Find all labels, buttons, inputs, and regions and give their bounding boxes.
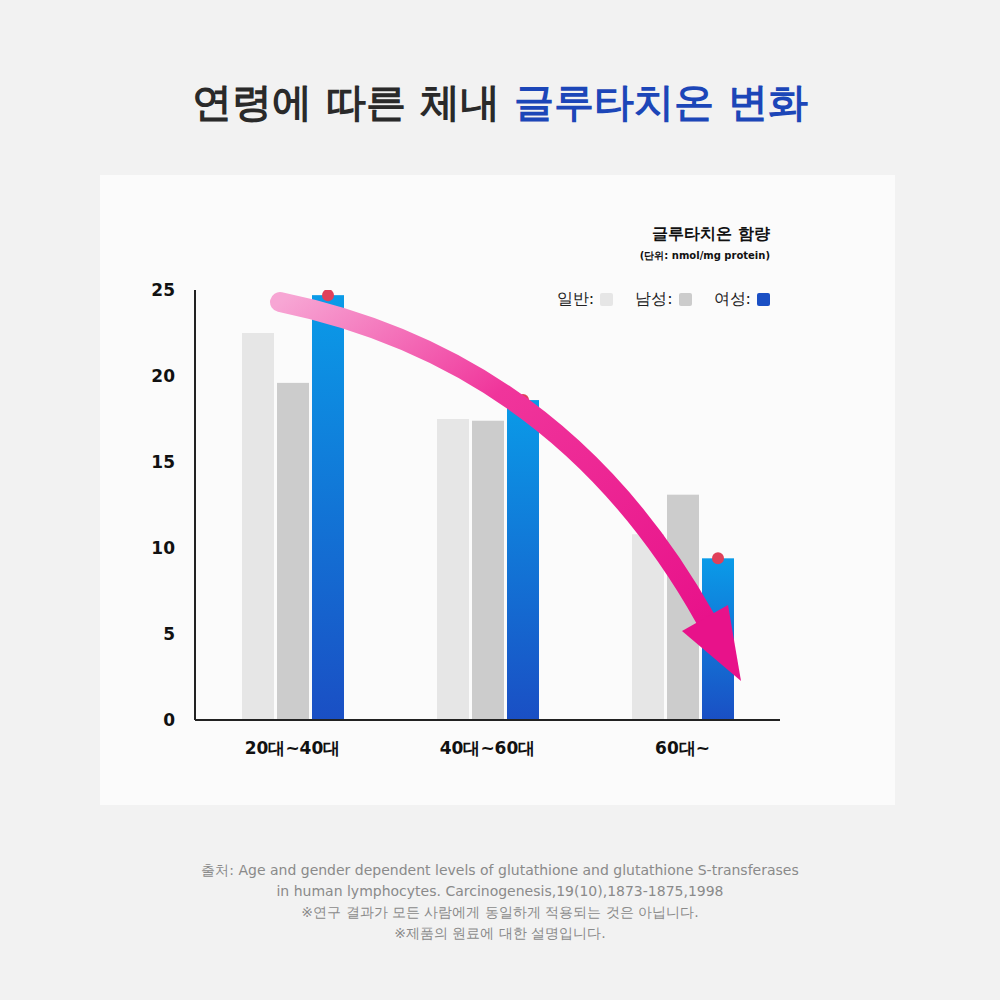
svg-text:60대~: 60대~ [655, 738, 710, 758]
html-text:※제품의 원료에 대한 설명입니다.: ※제품의 원료에 대한 설명입니다. [394, 925, 606, 941]
html-text:남성:: 남성: [635, 289, 673, 308]
html-text:※연구 결과가 모든 사람에게 동일하게 적용되는 것은 아: ※연구 결과가 모든 사람에게 동일하게 적용되는 것은 아닙니다. [301, 904, 699, 920]
svg-text:20대~40대: 20대~40대 [245, 738, 341, 758]
svg-text:40대~60대: 40대~60대 [440, 738, 536, 758]
html-text:출처: Age and gender dependent l: 출처: Age and gender dependent levels of g… [201, 862, 799, 899]
html-text:(단위: nmol/mg protein): (단위: nmol/mg protein) [639, 250, 770, 261]
svg-text:10: 10 [151, 538, 175, 558]
svg-text:15: 15 [151, 452, 175, 472]
html-text:여성:: 여성: [713, 289, 751, 308]
html-text:글루타치온 함량: 글루타치온 함량 [652, 224, 770, 243]
svg-text:5: 5 [163, 624, 175, 644]
html-text:연령에 따른 체내 글루타치온 변화: 연령에 따른 체내 글루타치온 변화 [192, 79, 808, 125]
html-text:일반:: 일반: [556, 289, 595, 308]
svg-text:25: 25 [151, 280, 175, 300]
svg-text:0: 0 [163, 710, 175, 730]
svg-text:20: 20 [151, 366, 175, 386]
